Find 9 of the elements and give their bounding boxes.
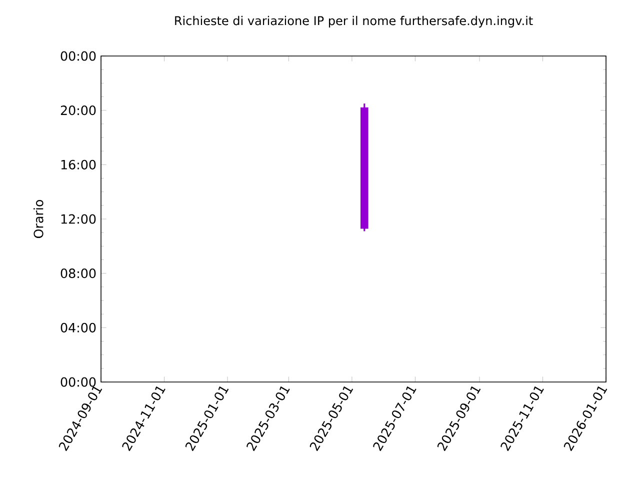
y-tick-label: 00:00: [60, 51, 96, 61]
y-tick-label: 20:00: [60, 106, 96, 116]
y-axis-title: Orario: [33, 200, 44, 238]
y-tick-label: 16:00: [61, 160, 96, 170]
y-tick-label: 04:00: [60, 322, 96, 332]
chart-title: Richieste di variazione IP per il nome furthersafe.dyn.ingv.it: [175, 16, 533, 28]
y-tick-label: 00:00: [60, 377, 96, 387]
y-tick-label: 08:00: [60, 268, 96, 278]
y-tick-label: 12:00: [61, 214, 96, 224]
